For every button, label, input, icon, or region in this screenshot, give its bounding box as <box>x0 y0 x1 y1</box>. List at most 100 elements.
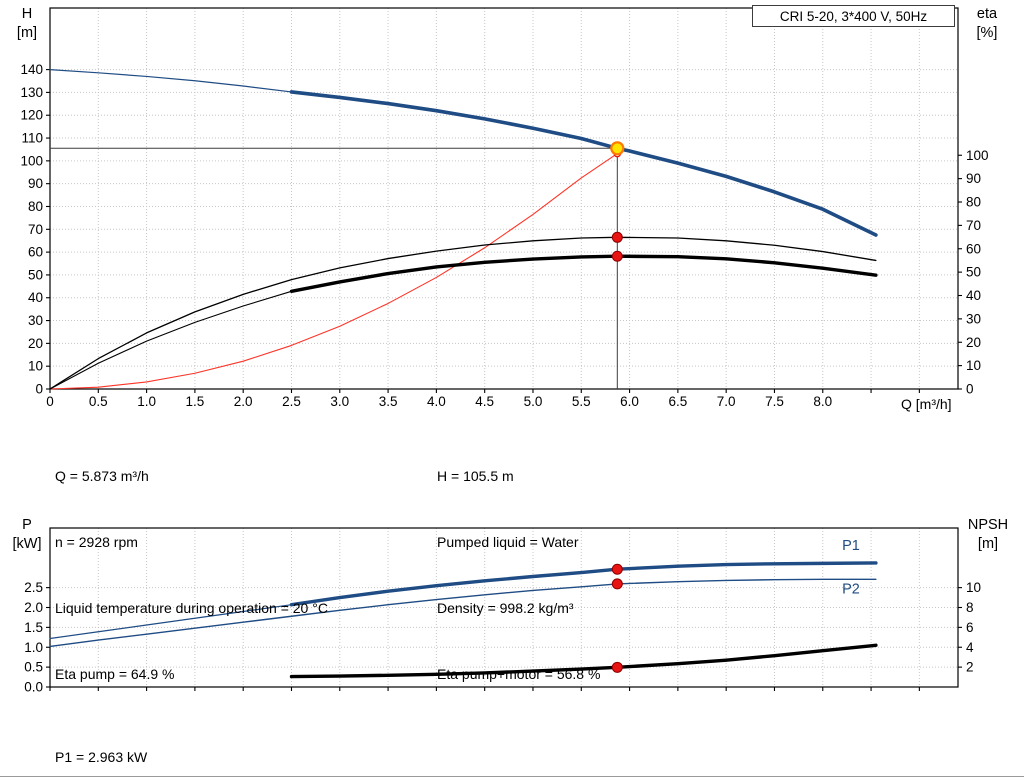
svg-text:100: 100 <box>966 148 989 163</box>
power-axis-quantity: P <box>22 517 32 533</box>
svg-text:0.5: 0.5 <box>89 394 108 409</box>
power-npsh-chart: 0.0 0.5 1.0 1.5 2.0 2.5 2 4 6 8 10 P1 P2 <box>24 527 981 695</box>
svg-text:130: 130 <box>20 85 43 100</box>
svg-text:80: 80 <box>28 199 43 214</box>
power-axis-title: P [kW] <box>4 516 50 554</box>
svg-text:1.0: 1.0 <box>24 640 43 655</box>
svg-text:50: 50 <box>28 267 43 282</box>
npsh-axis-unit: [m] <box>977 536 999 552</box>
svg-text:2.5: 2.5 <box>282 394 301 409</box>
svg-text:0: 0 <box>46 394 54 409</box>
svg-text:1.5: 1.5 <box>24 620 43 635</box>
p2-curve <box>49 578 877 648</box>
speed-text: n = 2928 rpm <box>55 534 138 550</box>
svg-text:1.0: 1.0 <box>137 394 156 409</box>
svg-text:70: 70 <box>28 222 43 237</box>
svg-text:8.0: 8.0 <box>813 394 832 409</box>
duty-point-marker <box>610 141 625 156</box>
duty-details-left: Q = 5.873 m³/h n = 2928 rpm Liquid tempe… <box>55 421 328 729</box>
svg-text:5.0: 5.0 <box>524 394 543 409</box>
pump-model-text: CRI 5-20, 3*400 V, 50Hz <box>779 8 928 24</box>
head-curve <box>289 90 878 237</box>
curve-label-p1: P1 <box>842 538 860 554</box>
svg-text:3.5: 3.5 <box>379 394 398 409</box>
eta-axis-quantity: eta <box>976 6 998 22</box>
eta-pump-text: Eta pump = 64.9 % <box>55 666 175 682</box>
svg-text:0: 0 <box>35 382 43 397</box>
svg-text:6: 6 <box>966 620 974 635</box>
npsh-point <box>611 661 623 673</box>
power-details: P1 = 2.963 kW P2 = 2.594 kW NPSH = 1.98 … <box>55 702 153 781</box>
svg-text:80: 80 <box>966 195 981 210</box>
bottom-divider <box>0 776 1024 777</box>
liquid-temperature-text: Liquid temperature during operation = 20… <box>55 600 328 616</box>
svg-text:20: 20 <box>966 335 981 350</box>
svg-text:2: 2 <box>966 660 974 675</box>
svg-text:110: 110 <box>21 131 43 146</box>
svg-text:8: 8 <box>966 600 974 615</box>
npsh-curve <box>289 643 878 679</box>
p1-curve-thin <box>49 604 293 640</box>
eta-axis-title: eta [%] <box>962 5 1012 43</box>
svg-text:2.0: 2.0 <box>234 394 253 409</box>
npsh-axis-quantity: NPSH <box>967 517 1009 533</box>
eta-pump-curve <box>49 236 877 390</box>
svg-text:5.5: 5.5 <box>572 394 591 409</box>
svg-text:10: 10 <box>966 358 981 373</box>
svg-text:0.5: 0.5 <box>24 660 43 675</box>
flow-axis-title: Q [m³/h] <box>901 396 952 412</box>
svg-text:6.0: 6.0 <box>620 394 639 409</box>
svg-text:50: 50 <box>966 265 981 280</box>
p1-point <box>611 563 623 575</box>
pumped-liquid-text: Pumped liquid = Water <box>437 534 579 550</box>
svg-text:60: 60 <box>966 241 981 256</box>
svg-text:10: 10 <box>28 359 43 374</box>
eta-axis-unit: [%] <box>976 25 998 41</box>
pump-model-box: CRI 5-20, 3*400 V, 50Hz <box>752 5 955 27</box>
svg-text:3.0: 3.0 <box>330 394 349 409</box>
p2-point <box>611 578 623 590</box>
eta-pump-point <box>611 231 623 243</box>
p1-curve <box>289 561 878 607</box>
svg-text:30: 30 <box>28 313 43 328</box>
npsh-axis-title: NPSH [m] <box>958 516 1018 554</box>
svg-text:7.0: 7.0 <box>717 394 736 409</box>
svg-text:30: 30 <box>966 311 981 326</box>
system-curve <box>49 153 618 390</box>
power-axis-unit: [kW] <box>12 536 42 552</box>
head-eta-chart: 0 0.5 1.0 1.5 2.0 2.5 3.0 3.5 4.0 4.5 5.0 5.5 6.0 6.5… <box>20 7 989 409</box>
eta-pump-motor-point <box>611 250 623 262</box>
svg-text:4.0: 4.0 <box>427 394 446 409</box>
svg-text:90: 90 <box>966 171 981 186</box>
p1-value-text: P1 = 2.963 kW <box>55 749 148 765</box>
eta-pump-motor-curve <box>289 254 878 293</box>
svg-text:100: 100 <box>20 153 43 168</box>
density-text: Density = 998.2 kg/m³ <box>437 600 574 616</box>
svg-text:70: 70 <box>966 218 981 233</box>
svg-text:120: 120 <box>20 108 43 123</box>
svg-text:140: 140 <box>20 62 43 77</box>
curve-label-p2: P2 <box>842 582 860 598</box>
head-curve-thin <box>49 68 293 93</box>
svg-text:10: 10 <box>966 580 981 595</box>
svg-text:0: 0 <box>966 382 974 397</box>
svg-text:60: 60 <box>28 245 43 260</box>
svg-text:6.5: 6.5 <box>668 394 687 409</box>
svg-text:4.5: 4.5 <box>475 394 494 409</box>
svg-text:90: 90 <box>28 176 43 191</box>
head-axis-unit: [m] <box>16 25 38 41</box>
head-text: H = 105.5 m <box>437 468 514 484</box>
flow-text: Q = 5.873 m³/h <box>55 468 149 484</box>
svg-text:40: 40 <box>966 288 981 303</box>
svg-text:0.0: 0.0 <box>24 680 43 695</box>
svg-text:2.0: 2.0 <box>24 600 43 615</box>
eta-pump-motor-text: Eta pump+motor = 56.8 % <box>437 666 601 682</box>
svg-text:1.5: 1.5 <box>186 394 205 409</box>
svg-text:2.5: 2.5 <box>24 580 43 595</box>
head-axis-title: H [m] <box>6 5 48 43</box>
eta-pump-motor-thin <box>49 290 293 390</box>
duty-details-right: H = 105.5 m Pumped liquid = Water Densit… <box>437 421 600 729</box>
svg-text:4: 4 <box>966 640 974 655</box>
head-axis-quantity: H <box>21 6 33 22</box>
